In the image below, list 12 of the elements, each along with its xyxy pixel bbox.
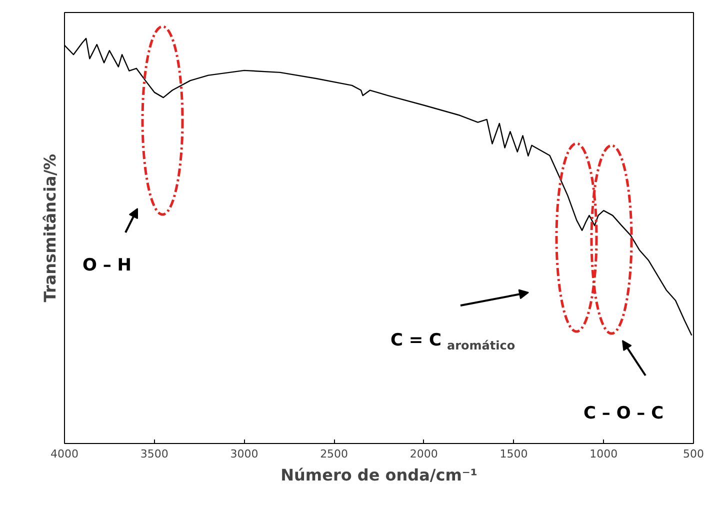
x-tick-label: 3000: [230, 448, 258, 460]
x-tick-label: 500: [683, 448, 704, 460]
x-tick-label: 3500: [140, 448, 168, 460]
annotation: O – H: [82, 256, 132, 276]
annotation: C – O – C: [584, 404, 664, 424]
x-tick-label: 1500: [500, 448, 528, 460]
x-tick-label: 1000: [590, 448, 618, 460]
y-axis-title: Transmitância/%: [40, 154, 60, 302]
x-tick-label: 2000: [410, 448, 438, 460]
x-tick-label: 4000: [50, 448, 79, 460]
x-axis-title: Número de onda/cm⁻¹: [280, 466, 478, 484]
x-tick-label: 2500: [320, 448, 348, 460]
